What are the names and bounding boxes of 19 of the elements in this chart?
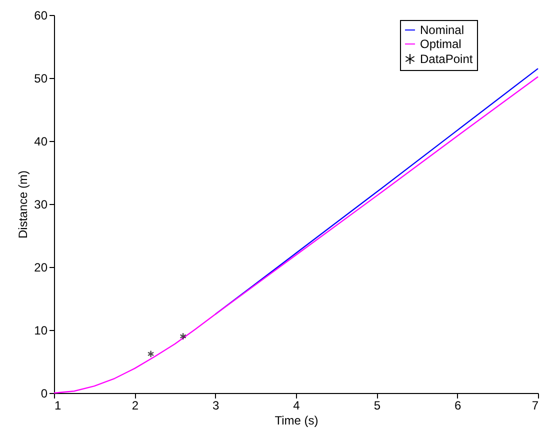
y-tick-label: 0: [40, 386, 48, 400]
x-tick-label: 2: [132, 398, 139, 412]
y-tick-label: 10: [34, 324, 48, 338]
x-axis-title: Time (s): [274, 414, 318, 428]
y-tick-label: 60: [34, 8, 48, 22]
y-tick-label: 20: [34, 260, 48, 274]
legend-label: Optimal: [420, 37, 462, 51]
y-tick-label: 30: [34, 198, 48, 212]
x-tick-label: 5: [374, 398, 381, 412]
x-tick-label: 1: [54, 398, 62, 412]
legend-label: DataPoint: [420, 52, 474, 66]
x-tick-label: 3: [212, 398, 220, 412]
x-tick-label: 4: [293, 398, 300, 412]
legend-label: Nominal: [420, 23, 464, 37]
y-tick-label: 50: [34, 72, 48, 86]
x-tick-label: 6: [454, 398, 462, 412]
y-axis-title: Distance (m): [16, 170, 30, 239]
y-tick-label: 40: [34, 134, 48, 148]
x-tick-label: 7: [532, 398, 539, 412]
